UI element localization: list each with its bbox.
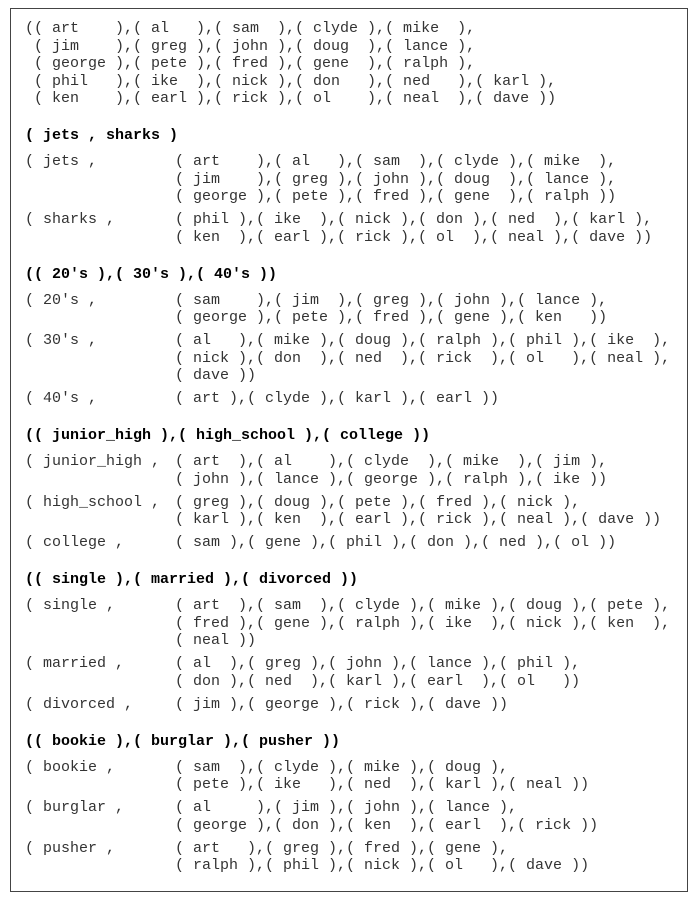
partition-group: ( married , ( al ),( greg ),( john ),( la… <box>25 655 687 690</box>
set-line: ( jim ),( greg ),( john ),( doug ),( lan… <box>25 37 476 55</box>
partition-group: ( sharks , ( phil ),( ike ),( nick ),( do… <box>25 211 687 246</box>
member-line: ( nick ),( don ),( ned ),( rick ),( ol )… <box>175 349 671 367</box>
group-members: ( phil ),( ike ),( nick ),( don ),( ned … <box>175 211 652 246</box>
partition-group: ( 20's , ( sam ),( jim ),( greg ),( john … <box>25 292 687 327</box>
member-line: ( phil ),( ike ),( nick ),( don ),( ned … <box>175 211 653 228</box>
member-line: ( jim ),( george ),( rick ),( dave )) <box>175 695 509 713</box>
section-header: (( bookie ),( burglar ),( pusher )) <box>25 732 341 750</box>
group-label: ( junior_high , <box>25 453 161 470</box>
member-line: ( art ),( al ),( clyde ),( mike ),( jim … <box>175 453 608 470</box>
member-line: ( sam ),( gene ),( phil ),( don ),( ned … <box>175 534 617 551</box>
partition-section: ( jets , sharks ) ( jets , ( art ),( al ),… <box>25 127 687 246</box>
group-label: ( bookie , <box>25 758 116 776</box>
member-line: ( george ),( pete ),( fred ),( gene ),( … <box>175 309 608 326</box>
full-set-listing: (( art ),( al ),( sam ),( clyde ),( mike… <box>25 20 687 108</box>
partition-group: ( high_school , ( greg ),( doug ),( pete … <box>25 494 687 529</box>
partition-group: ( single , ( art ),( sam ),( clyde ),( mi… <box>25 597 687 650</box>
partition-section: (( bookie ),( burglar ),( pusher )) ( boo… <box>25 733 687 875</box>
group-members: ( art ),( al ),( sam ),( clyde ),( mike … <box>175 153 616 206</box>
member-line: ( art ),( al ),( sam ),( clyde ),( mike … <box>175 153 617 170</box>
partition-group: ( bookie , ( sam ),( clyde ),( mike ),( d… <box>25 759 687 794</box>
group-members: ( al ),( jim ),( john ),( lance ),( geor… <box>175 799 598 834</box>
partition-section: (( junior_high ),( high_school ),( colle… <box>25 427 687 552</box>
partition-group: ( pusher , ( art ),( greg ),( fred ),( ge… <box>25 840 687 875</box>
group-members: ( sam ),( clyde ),( mike ),( doug ),( pe… <box>175 759 589 794</box>
member-line: ( neal )) <box>175 632 257 649</box>
member-line: ( fred ),( gene ),( ralph ),( ike ),( ni… <box>175 614 671 632</box>
member-line: ( sam ),( jim ),( greg ),( john ),( lanc… <box>175 291 608 309</box>
document-frame: (( art ),( al ),( sam ),( clyde ),( mike… <box>10 8 688 892</box>
group-label: ( college , <box>25 534 125 551</box>
group-members: ( art ),( clyde ),( karl ),( earl )) <box>175 390 499 408</box>
section-header: ( jets , sharks ) <box>25 127 179 144</box>
member-line: ( don ),( ned ),( karl ),( earl ),( ol )… <box>175 672 581 690</box>
group-members: ( sam ),( jim ),( greg ),( john ),( lanc… <box>175 292 607 327</box>
partition-section: (( 20's ),( 30's ),( 40's )) ( 20's , ( sa… <box>25 266 687 408</box>
group-members: ( greg ),( doug ),( pete ),( fred ),( ni… <box>175 494 661 529</box>
member-line: ( greg ),( doug ),( pete ),( fred ),( ni… <box>175 493 581 511</box>
member-line: ( george ),( pete ),( fred ),( gene ),( … <box>175 188 617 205</box>
set-line: ( phil ),( ike ),( nick ),( don ),( ned … <box>25 72 557 90</box>
group-members: ( sam ),( gene ),( phil ),( don ),( ned … <box>175 534 616 552</box>
group-label: ( 30's , <box>25 332 98 349</box>
set-line: (( art ),( al ),( sam ),( clyde ),( mike… <box>25 20 476 37</box>
group-label: ( sharks , <box>25 211 116 228</box>
member-line: ( karl ),( ken ),( earl ),( rick ),( nea… <box>175 511 662 528</box>
group-label: ( married , <box>25 655 125 672</box>
member-line: ( pete ),( ike ),( ned ),( karl ),( neal… <box>175 776 590 793</box>
group-label: ( divorced , <box>25 695 134 713</box>
group-label: ( high_school , <box>25 493 161 511</box>
member-line: ( al ),( greg ),( john ),( lance ),( phi… <box>175 655 581 672</box>
member-line: ( jim ),( greg ),( john ),( doug ),( lan… <box>175 170 617 188</box>
partition-group: ( 40's , ( art ),( clyde ),( karl ),( ear… <box>25 390 687 408</box>
partition-section: (( single ),( married ),( divorced )) ( s… <box>25 571 687 713</box>
member-line: ( sam ),( clyde ),( mike ),( doug ), <box>175 758 509 776</box>
group-label: ( 20's , <box>25 291 98 309</box>
partition-group: ( divorced , ( jim ),( george ),( rick ),… <box>25 696 687 714</box>
group-members: ( art ),( al ),( clyde ),( mike ),( jim … <box>175 453 607 488</box>
member-line: ( ken ),( earl ),( rick ),( ol ),( neal … <box>175 228 653 246</box>
member-line: ( john ),( lance ),( george ),( ralph ),… <box>175 470 608 488</box>
section-header: (( 20's ),( 30's ),( 40's )) <box>25 265 278 283</box>
set-line: ( ken ),( earl ),( rick ),( ol ),( neal … <box>25 90 557 107</box>
group-members: ( jim ),( george ),( rick ),( dave )) <box>175 696 508 714</box>
group-label: ( pusher , <box>25 839 116 857</box>
group-label: ( single , <box>25 597 116 614</box>
group-label: ( burglar , <box>25 799 125 816</box>
group-members: ( art ),( greg ),( fred ),( gene ),( ral… <box>175 840 589 875</box>
partition-group: ( college , ( sam ),( gene ),( phil ),( d… <box>25 534 687 552</box>
partition-group: ( burglar , ( al ),( jim ),( john ),( lan… <box>25 799 687 834</box>
section-header: (( single ),( married ),( divorced )) <box>25 571 359 588</box>
member-line: ( art ),( sam ),( clyde ),( mike ),( dou… <box>175 597 671 614</box>
group-members: ( art ),( sam ),( clyde ),( mike ),( dou… <box>175 597 670 650</box>
set-line: ( george ),( pete ),( fred ),( gene ),( … <box>25 55 476 72</box>
group-members: ( al ),( mike ),( doug ),( ralph ),( phi… <box>175 332 670 385</box>
partition-sections: ( jets , sharks ) ( jets , ( art ),( al ),… <box>25 127 687 875</box>
group-members: ( al ),( greg ),( john ),( lance ),( phi… <box>175 655 580 690</box>
member-line: ( art ),( clyde ),( karl ),( earl )) <box>175 390 500 407</box>
member-line: ( george ),( don ),( ken ),( earl ),( ri… <box>175 816 599 834</box>
group-label: ( 40's , <box>25 390 98 407</box>
partition-group: ( 30's , ( al ),( mike ),( doug ),( ralph… <box>25 332 687 385</box>
member-line: ( ralph ),( phil ),( nick ),( ol ),( dav… <box>175 857 590 874</box>
section-header: (( junior_high ),( high_school ),( colle… <box>25 427 431 444</box>
member-line: ( al ),( jim ),( john ),( lance ), <box>175 799 518 816</box>
group-label: ( jets , <box>25 153 98 170</box>
member-line: ( dave )) <box>175 367 257 384</box>
partition-group: ( junior_high , ( art ),( al ),( clyde ),… <box>25 453 687 488</box>
partition-group: ( jets , ( art ),( al ),( sam ),( clyde )… <box>25 153 687 206</box>
member-line: ( art ),( greg ),( fred ),( gene ), <box>175 839 509 857</box>
member-line: ( al ),( mike ),( doug ),( ralph ),( phi… <box>175 332 671 349</box>
